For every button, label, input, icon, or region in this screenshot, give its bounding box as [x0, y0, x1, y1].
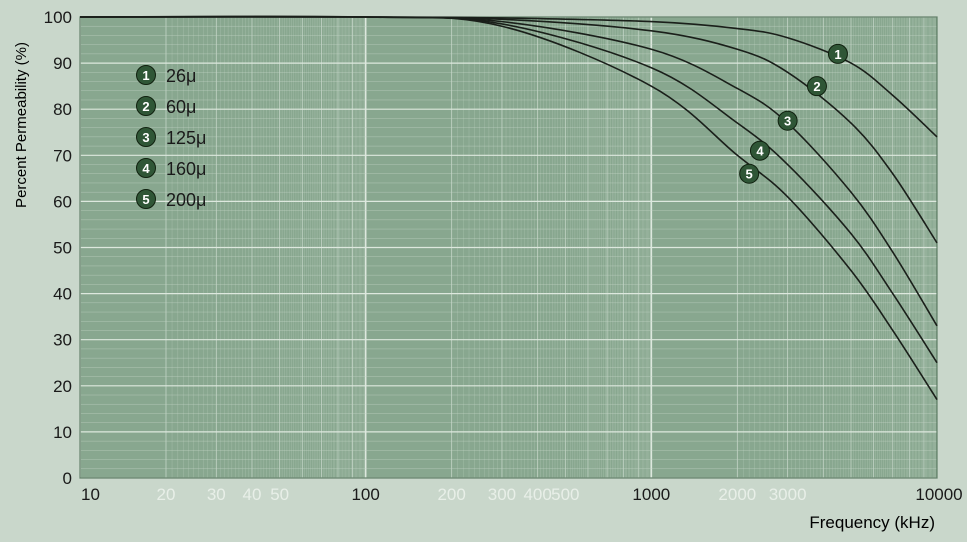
legend-marker [136, 127, 156, 147]
curve-marker-2: 2 [806, 76, 827, 97]
legend-marker-number: 2 [142, 99, 149, 114]
x-tick-label: 500 [551, 485, 579, 504]
legend-entry-3: 3 125μ [136, 127, 206, 148]
legend-label: 60μ [166, 97, 196, 117]
grid-lines [79, 16, 938, 479]
y-tick-label: 80 [53, 100, 72, 119]
curve-marker-4: 4 [749, 140, 770, 161]
legend-label: 200μ [166, 190, 206, 210]
x-tick-label: 50 [270, 485, 289, 504]
series-line-5 [79, 15, 938, 401]
y-tick-label: 50 [53, 239, 72, 258]
legend-entry-4: 4 160μ [136, 158, 206, 179]
legend-marker [136, 158, 156, 178]
curve-marker-number: 4 [756, 144, 764, 159]
x-axis-label: Frequency (kHz) [809, 513, 935, 532]
curve-marker-3: 3 [777, 110, 798, 131]
curve-labels: 1 2 3 45 [739, 43, 848, 184]
x-tick-label: 300 [488, 485, 516, 504]
x-tick-label: 200 [437, 485, 465, 504]
plot-border [79, 16, 938, 479]
legend-marker [136, 65, 156, 85]
series-lines [79, 15, 938, 401]
curve-marker-number: 5 [746, 167, 753, 182]
legend-marker-number: 1 [142, 68, 149, 83]
y-tick-label: 0 [63, 469, 72, 488]
y-tick-label: 70 [53, 146, 72, 165]
curve-marker-number: 1 [834, 47, 841, 62]
x-tick-label: 10000 [915, 485, 962, 504]
curve-marker-circle [749, 140, 770, 161]
curve-marker-1: 1 [827, 43, 848, 64]
x-tick-label: 1000 [632, 485, 670, 504]
legend-label: 125μ [166, 128, 206, 148]
curve-marker-circle [777, 110, 798, 131]
y-tick-label: 30 [53, 331, 72, 350]
legend-entry-2: 2 60μ [136, 96, 196, 117]
legend-marker [136, 189, 156, 209]
curve-marker-5: 5 [739, 163, 760, 184]
y-tick-label: 20 [53, 377, 72, 396]
x-tick-label: 30 [207, 485, 226, 504]
x-tick-label: 400 [523, 485, 551, 504]
curve-marker-circle [806, 76, 827, 97]
x-tick-label: 3000 [769, 485, 807, 504]
legend-marker-number: 3 [142, 130, 149, 145]
x-tick-label: 100 [351, 485, 379, 504]
legend-label: 26μ [166, 66, 196, 86]
curve-marker-circle [827, 43, 848, 64]
y-tick-label: 90 [53, 54, 72, 73]
y-tick-label: 60 [53, 192, 72, 211]
legend-entry-1: 1 26μ [136, 65, 196, 86]
x-axis-tick-labels: 10 20 30 40 50 100 200 300 400 500 1000 2000 3000 100… [81, 485, 963, 504]
legend-marker-number: 5 [142, 192, 149, 207]
x-tick-label: 20 [157, 485, 176, 504]
legend-label: 160μ [166, 159, 206, 179]
x-tick-label: 40 [243, 485, 262, 504]
legend: 1 26μ 2 60μ 3 125μ 4 160μ 5 200μ [136, 65, 206, 210]
y-tick-label: 10 [53, 423, 72, 442]
curve-marker-number: 2 [813, 79, 820, 94]
legend-marker-number: 4 [142, 161, 150, 176]
y-tick-label: 100 [44, 8, 72, 27]
curve-marker-number: 3 [784, 114, 791, 129]
y-axis-tick-labels: 0 10 20 30 40 50 60 70 80 90 100 [44, 8, 72, 488]
x-tick-label: 2000 [718, 485, 756, 504]
curve-marker-circle [739, 163, 760, 184]
y-axis-label: Percent Permeability (%) [13, 42, 30, 208]
y-tick-label: 40 [53, 285, 72, 304]
legend-entry-5: 5 200μ [136, 189, 206, 210]
x-tick-label: 10 [81, 485, 100, 504]
legend-marker [136, 96, 156, 116]
